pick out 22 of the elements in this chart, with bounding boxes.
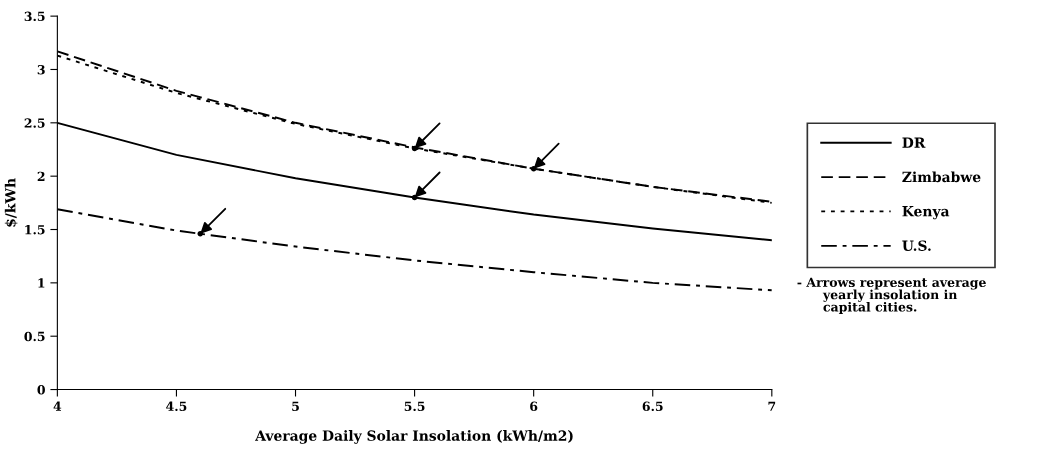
legend-label: Zimbabwe [902, 171, 981, 183]
legend-label: Kenya [902, 206, 950, 220]
y-tick-label: 0 [37, 385, 45, 395]
y-axis-title: $/kWh [4, 178, 18, 227]
legend-label: U.S. [902, 240, 931, 251]
x-tick-label: 4 [53, 401, 62, 411]
x-tick-label: 6 [530, 401, 538, 412]
y-tick-label: 2 [37, 171, 45, 181]
legend-label: DR [902, 137, 926, 148]
y-tick-label: 1.5 [25, 224, 45, 235]
x-tick-label: 4.5 [166, 401, 187, 412]
y-tick-label: 2.5 [24, 118, 45, 128]
y-tick-label: 0.5 [24, 331, 45, 342]
y-tick-label: 1 [38, 278, 45, 288]
y-tick-label: 3 [37, 64, 45, 75]
x-tick-label: 5.5 [404, 401, 425, 412]
x-tick-label: 5 [292, 401, 299, 412]
text: - Arrows represent average yearly insolation in capital cities. [797, 277, 986, 314]
y-tick-label: 3.5 [24, 11, 45, 22]
x-tick-label: 6.5 [642, 401, 663, 412]
x-axis-title: Average Daily Solar Insolation (kWh/m2) [255, 430, 573, 444]
x-tick-label: 7 [768, 401, 776, 411]
